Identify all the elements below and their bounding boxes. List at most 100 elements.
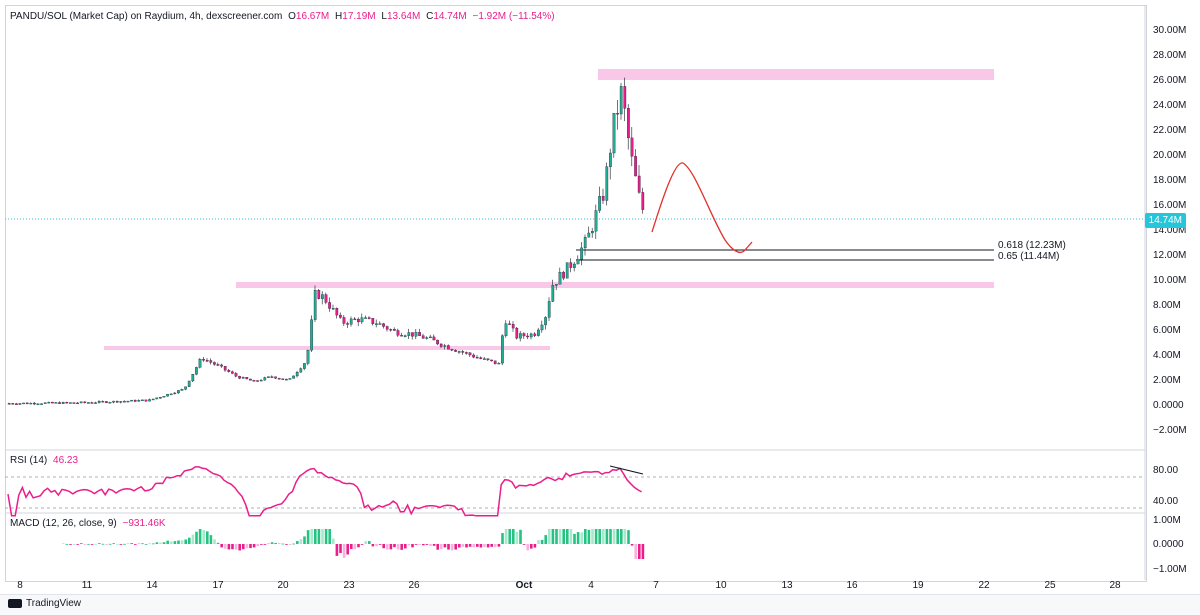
price-tick-label: −2.00M	[1153, 425, 1187, 436]
macd-bar	[602, 529, 605, 544]
macd-bar	[162, 542, 166, 544]
candle-body	[418, 332, 421, 336]
candle-body	[238, 376, 241, 379]
candle-body	[72, 402, 76, 404]
date-tick-label: 16	[846, 580, 858, 591]
macd-bar	[364, 541, 367, 544]
candle-body	[292, 375, 295, 379]
macd-bar	[447, 544, 450, 550]
rsi-divergence-line	[609, 465, 644, 475]
candle-body	[263, 377, 267, 381]
candle-body	[40, 403, 43, 405]
candle-body	[349, 318, 353, 325]
macd-bar	[576, 532, 580, 544]
macd-bar	[623, 529, 627, 544]
macd-bar	[256, 544, 259, 547]
chart-canvas[interactable]: 0.618 (12.23M) 0.65 (11.44M) 30.00M 28.00…	[0, 0, 1200, 594]
candle-body	[555, 284, 558, 286]
candle-body	[378, 323, 382, 325]
support-zone-upper	[236, 282, 994, 288]
candle-body	[411, 332, 414, 337]
macd-bar	[353, 544, 357, 550]
candle-body	[490, 359, 493, 362]
macd-bar	[641, 544, 645, 559]
macd-bar	[360, 544, 364, 545]
candle-body	[310, 319, 313, 351]
ohlc-open: 16.67M	[295, 11, 330, 22]
macd-bar	[440, 544, 443, 550]
candle-body	[83, 401, 87, 403]
candle-body	[58, 402, 61, 404]
fib-label-065: 0.65 (11.44M)	[998, 251, 1060, 262]
candle-body	[371, 318, 375, 324]
macd-bar	[346, 544, 349, 555]
macd-bar	[605, 529, 609, 544]
tradingview-brand[interactable]: TradingView	[8, 598, 81, 609]
candle-body	[231, 371, 234, 374]
candle-body	[148, 399, 151, 402]
candle-body	[375, 323, 378, 325]
price-tick-label: 8.00M	[1153, 300, 1181, 311]
candle-body	[177, 390, 180, 394]
candle-body	[306, 350, 310, 364]
rsi-legend[interactable]: RSI (14) 46.23	[10, 455, 81, 466]
price-tick-label: 6.00M	[1153, 325, 1181, 336]
candle-body	[562, 271, 565, 279]
candle-body	[288, 378, 292, 380]
candle-body	[213, 362, 216, 365]
price-tick-label: 12.00M	[1153, 250, 1186, 261]
macd-histogram	[62, 529, 645, 559]
candle-body	[285, 378, 288, 381]
macd-bar	[123, 543, 126, 545]
candle-body	[105, 401, 108, 403]
candle-body	[198, 359, 202, 368]
macd-bar	[220, 544, 223, 548]
candle-body	[511, 324, 515, 329]
projection-annotation	[651, 162, 753, 254]
resistance-zone	[598, 69, 994, 80]
macd-bar	[501, 533, 504, 544]
candle-body	[87, 402, 90, 404]
macd-bar	[386, 544, 389, 550]
macd-bar	[209, 535, 213, 544]
symbol-legend[interactable]: PANDU/SOL (Market Cap) on Raydium, 4h, d…	[10, 11, 558, 22]
candle-body	[576, 259, 580, 265]
macd-bar	[472, 544, 475, 548]
macd-bar	[443, 544, 447, 548]
macd-bar	[166, 540, 169, 544]
macd-bar	[432, 544, 436, 546]
candle-body	[220, 364, 223, 367]
date-tick-label: 7	[653, 580, 659, 591]
candle-body	[227, 369, 231, 372]
candle-body	[497, 362, 501, 365]
macd-bar	[288, 544, 292, 545]
macd-bar	[371, 544, 375, 547]
macd-bar	[479, 544, 483, 548]
macd-bar	[422, 544, 425, 546]
macd-legend[interactable]: MACD (12, 26, close, 9) −931.46K	[10, 518, 169, 529]
candle-body	[331, 308, 335, 310]
macd-bar	[116, 543, 119, 545]
macd-bar	[350, 544, 353, 549]
macd-bar	[476, 544, 479, 547]
rsi-value: 46.23	[53, 455, 79, 466]
candle-body	[162, 396, 166, 398]
ohlc-high-label: H	[335, 11, 343, 22]
macd-bar	[357, 544, 360, 548]
macd-bar	[335, 544, 339, 556]
macd-bar	[213, 539, 216, 544]
candle-body	[558, 271, 562, 285]
date-axis: 8 11 14 17 20 23 26 Oct 4 7 10 13 16 19 22 25 28	[17, 580, 1121, 591]
candle-body	[537, 329, 540, 336]
candle-body	[533, 333, 537, 336]
candle-body	[526, 335, 529, 338]
macd-bar	[180, 540, 184, 544]
candle-body	[414, 332, 418, 337]
date-tick-label: 4	[588, 580, 594, 591]
candle-body	[551, 285, 555, 302]
macd-bar	[537, 540, 540, 544]
macd-bar	[242, 544, 245, 550]
macd-bar	[245, 544, 249, 549]
macd-bar	[411, 544, 414, 548]
macd-bar	[227, 544, 231, 550]
